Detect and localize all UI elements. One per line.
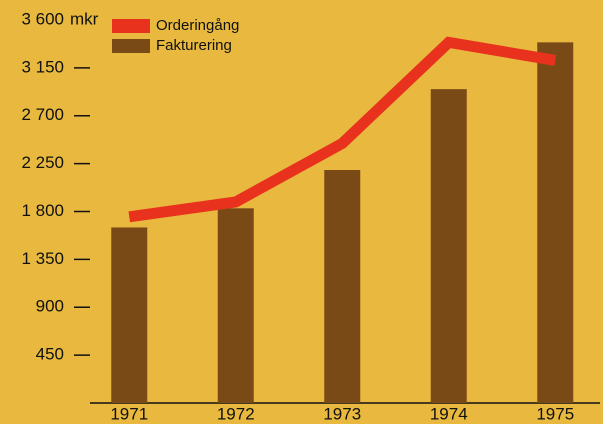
x-tick-label: 1973: [323, 404, 361, 423]
bar: [537, 42, 574, 403]
x-tick-label: 1972: [217, 404, 255, 423]
bar: [324, 170, 361, 403]
y-tick-label: 3 150: [21, 57, 64, 76]
y-tick-label: 1 350: [21, 249, 64, 268]
bar: [430, 89, 467, 404]
y-tick-label: 450: [36, 345, 64, 364]
line: [128, 36, 557, 223]
x-tick-label: 1971: [110, 404, 148, 423]
bar: [111, 227, 148, 403]
y-tick-label: 1 800: [21, 201, 64, 220]
bar: [217, 208, 254, 403]
y-tick-label: 900: [36, 297, 64, 316]
x-tick-label: 1974: [430, 404, 468, 423]
legend-label: Fakturering: [156, 37, 232, 54]
legend-swatch: [112, 19, 150, 33]
y-axis-label: mkr: [70, 9, 99, 28]
y-tick-label: 2 700: [21, 105, 64, 124]
legend-label: Orderingång: [156, 17, 239, 34]
y-tick-label: 2 250: [21, 153, 64, 172]
legend-swatch: [112, 39, 150, 53]
y-tick-label: 3 600: [21, 9, 64, 28]
x-tick-label: 1975: [536, 404, 574, 423]
